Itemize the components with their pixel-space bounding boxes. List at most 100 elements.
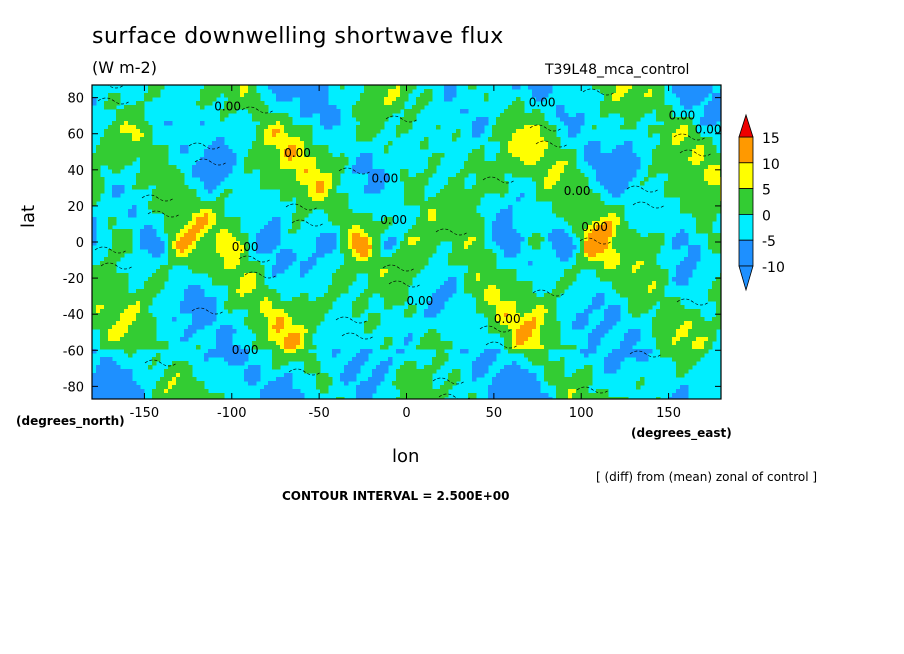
field-cell	[672, 193, 677, 198]
field-cell	[452, 137, 457, 142]
field-cell	[220, 229, 225, 234]
field-cell	[232, 101, 237, 106]
field-cell	[356, 221, 361, 226]
field-cell	[424, 177, 429, 182]
field-cell	[448, 217, 453, 222]
field-cell	[376, 257, 381, 262]
field-cell	[564, 257, 569, 262]
field-cell	[632, 257, 637, 262]
field-cell	[128, 137, 133, 142]
field-cell	[180, 181, 185, 186]
field-cell	[292, 85, 297, 90]
field-cell	[392, 105, 397, 110]
field-cell	[304, 169, 309, 174]
field-cell	[432, 237, 437, 242]
field-cell	[452, 237, 457, 242]
field-cell	[260, 289, 265, 294]
field-cell	[512, 285, 517, 290]
field-cell	[556, 293, 561, 298]
field-cell	[680, 121, 685, 126]
field-cell	[708, 209, 713, 214]
field-cell	[340, 165, 345, 170]
field-cell	[228, 233, 233, 238]
field-cell	[628, 265, 633, 270]
field-cell	[292, 129, 297, 134]
field-cell	[324, 161, 329, 166]
field-cell	[436, 289, 441, 294]
field-cell	[368, 109, 373, 114]
field-cell	[316, 205, 321, 210]
field-cell	[632, 285, 637, 290]
field-cell	[284, 145, 289, 150]
field-cell	[328, 177, 333, 182]
field-cell	[360, 137, 365, 142]
field-cell	[412, 201, 417, 206]
field-cell	[560, 229, 565, 234]
field-cell	[360, 217, 365, 222]
field-cell	[584, 265, 589, 270]
field-cell	[100, 297, 105, 302]
field-cell	[560, 173, 565, 178]
field-cell	[448, 281, 453, 286]
field-cell	[276, 169, 281, 174]
field-cell	[256, 145, 261, 150]
field-cell	[340, 225, 345, 230]
field-cell	[280, 133, 285, 138]
field-cell	[632, 289, 637, 294]
field-cell	[588, 189, 593, 194]
field-cell	[352, 221, 357, 226]
field-cell	[308, 97, 313, 102]
field-cell	[104, 273, 109, 278]
field-cell	[588, 237, 593, 242]
field-cell	[156, 193, 161, 198]
field-cell	[256, 101, 261, 106]
field-cell	[260, 229, 265, 234]
field-cell	[664, 161, 669, 166]
field-cell	[640, 109, 645, 114]
field-cell	[196, 253, 201, 258]
field-cell	[520, 113, 525, 118]
field-cell	[660, 85, 665, 90]
field-cell	[664, 137, 669, 142]
field-cell	[208, 269, 213, 274]
field-cell	[712, 149, 717, 154]
field-cell	[656, 277, 661, 282]
field-cell	[372, 281, 377, 286]
field-cell	[696, 253, 701, 258]
field-cell	[468, 193, 473, 198]
field-cell	[140, 237, 145, 242]
field-cell	[136, 141, 141, 146]
field-cell	[604, 89, 609, 94]
field-cell	[368, 153, 373, 158]
field-cell	[352, 273, 357, 278]
field-cell	[604, 173, 609, 178]
field-cell	[92, 157, 97, 162]
field-cell	[432, 245, 437, 250]
field-cell	[404, 185, 409, 190]
field-cell	[652, 105, 657, 110]
field-cell	[524, 169, 529, 174]
field-cell	[576, 189, 581, 194]
field-cell	[92, 217, 97, 222]
field-cell	[684, 209, 689, 214]
field-cell	[668, 141, 673, 146]
field-cell	[180, 145, 185, 150]
field-cell	[504, 141, 509, 146]
field-cell	[496, 233, 501, 238]
field-cell	[604, 241, 609, 246]
field-cell	[104, 293, 109, 298]
field-cell	[268, 169, 273, 174]
field-cell	[676, 125, 681, 130]
field-cell	[344, 225, 349, 230]
field-cell	[440, 237, 445, 242]
field-cell	[116, 245, 121, 250]
field-cell	[316, 181, 321, 186]
field-cell	[632, 105, 637, 110]
field-cell	[144, 153, 149, 158]
field-cell	[508, 205, 513, 210]
field-cell	[440, 297, 445, 302]
field-cell	[336, 117, 341, 122]
field-cell	[376, 181, 381, 186]
field-cell	[164, 165, 169, 170]
field-cell	[288, 165, 293, 170]
